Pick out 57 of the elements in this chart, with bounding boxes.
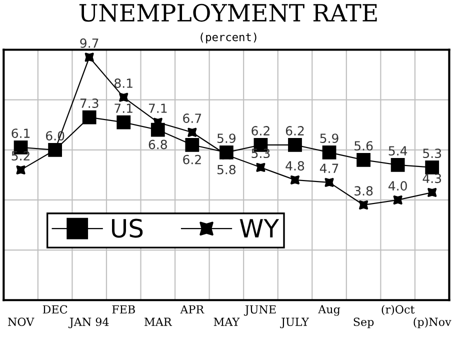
data-label: 5.4 [388,146,408,156]
data-label: 4.3 [422,174,442,184]
data-label: 5.8 [217,164,236,174]
x-tick-label: DEC [42,305,68,314]
data-label: 4.0 [388,181,407,191]
point [427,188,437,198]
data-label: 5.6 [354,141,373,151]
data-label: 9.7 [80,38,98,48]
x-tick-label: (r)Oct [382,304,415,316]
point [290,175,300,185]
point [390,158,405,172]
point [393,195,402,205]
point [116,115,131,130]
data-label: 7.1 [114,104,132,113]
x-tick-label: NOV [8,318,34,326]
point [82,110,96,124]
point [16,165,26,175]
data-label: 6.2 [252,126,270,136]
point [288,138,302,152]
chart-subtitle: (percent) [200,32,256,44]
x-tick-label: FEB [112,305,135,314]
x-tick-label: APR [180,305,204,314]
x-tick-label: JAN 94 [68,318,109,328]
x-tick-label: MAR [144,318,172,326]
data-label: 4.8 [286,161,304,171]
point [356,152,370,167]
data-label: 6.8 [148,140,167,150]
point [322,145,336,160]
data-label: 5.9 [320,134,338,144]
chart-title: UNEMPLOYMENT RATE [79,4,377,22]
x-tick-label: JUNE [244,305,276,316]
data-label: 3.8 [354,186,373,196]
data-label: 8.1 [114,78,132,88]
x-tick-label: (p)Nov [414,317,452,328]
point [118,92,128,102]
point [188,128,197,137]
point [84,52,94,62]
data-label: 4.7 [320,164,338,173]
x-tick-label: Aug [318,305,340,316]
x-tick-label: Sep [354,318,374,328]
data-label: 5.9 [217,134,236,144]
legend-label: WY [240,219,280,238]
x-tick-label: MAY [214,318,240,326]
data-label: 6.7 [183,114,202,123]
point [324,178,334,188]
point [256,162,266,172]
point [425,160,440,174]
point [185,138,200,152]
data-label: 6.1 [12,128,30,138]
data-label: 6.2 [286,126,304,136]
data-label: 7.1 [148,104,167,113]
data-label: 6.2 [183,154,201,164]
x-tick-label: JULY [280,318,309,328]
data-label: 7.3 [80,98,98,108]
data-label: 5.3 [423,148,442,158]
point [358,200,368,210]
legend-label: US [112,218,143,238]
